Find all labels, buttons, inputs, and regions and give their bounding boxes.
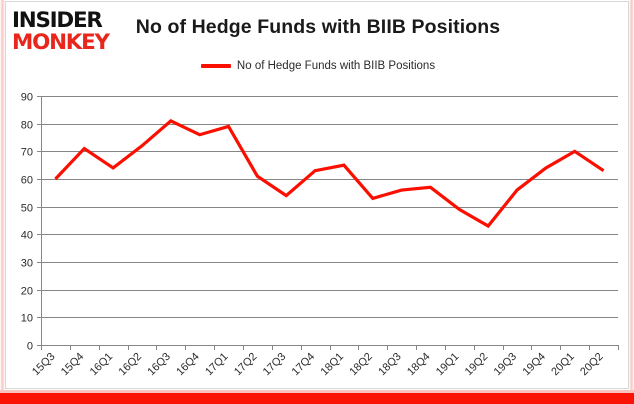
- y-axis-tick-label: 30: [21, 258, 33, 270]
- x-axis-tick-label: 17Q1: [203, 351, 231, 379]
- y-axis-tick-label: 70: [21, 147, 33, 159]
- x-axis-tick-label: 18Q2: [347, 351, 375, 379]
- x-axis-tick-label: 17Q3: [261, 351, 289, 379]
- x-axis-tick-label: 20Q2: [578, 351, 606, 379]
- x-axis-tick-label: 16Q4: [174, 351, 202, 379]
- x-axis-tick-label: 15Q4: [59, 351, 87, 379]
- y-axis-tick-label: 80: [21, 120, 33, 132]
- series-line: [54, 119, 605, 229]
- page-title: No of Hedge Funds with BIIB Positions: [135, 16, 501, 38]
- x-axis-tick-label: 18Q4: [405, 351, 433, 379]
- gridlines-group: [37, 96, 618, 349]
- x-axis-tick-label: 16Q2: [117, 351, 145, 379]
- line-chart-svg: 0 10 20 30 40 50 60 70 80 90 15Q3 15Q4 16Q1 16Q2 16Q3…: [21, 92, 619, 379]
- y-axis-tick-label: 10: [21, 313, 33, 325]
- x-axis-tick-label: 19Q3: [492, 351, 520, 379]
- insider-monkey-logo: INSIDER MONKEY: [12, 10, 122, 53]
- y-axis-tick-label: 40: [21, 230, 33, 242]
- legend-label: No of Hedge Funds with BIIB Positions: [236, 60, 436, 72]
- chart-legend: No of Hedge Funds with BIIB Positions: [6, 60, 630, 72]
- chart-card: INSIDER MONKEY No of Hedge Funds with BI…: [5, 1, 629, 389]
- logo-text-monkey: MONKEY: [12, 30, 110, 54]
- legend-color-swatch: [200, 64, 231, 68]
- x-axis-tick-label: 18Q3: [376, 351, 404, 379]
- y-axis-tick-label: 50: [21, 203, 33, 215]
- frame-left-accent: [0, 0, 5, 404]
- y-axis-tick-label: 20: [21, 286, 33, 298]
- y-axis-tick-label: 90: [21, 92, 33, 104]
- logo-text-insider: INSIDER: [12, 8, 103, 32]
- x-axis-labels-group: 15Q3 15Q4 16Q1 16Q2 16Q3 16Q4 17Q1 17Q2 17Q3 17Q4…: [30, 351, 606, 379]
- x-axis-tickmarks-group: [41, 345, 619, 350]
- series-group: [54, 119, 605, 229]
- x-axis-tick-label: 20Q1: [549, 351, 577, 379]
- x-axis-tick-label: 16Q3: [145, 351, 173, 379]
- plot-area: 0 10 20 30 40 50 60 70 80 90 15Q3 15Q4 16Q1 16Q2 16Q3…: [6, 2, 630, 390]
- x-axis-tick-label: 16Q1: [88, 351, 116, 379]
- frame-bottom-accent: [0, 390, 634, 404]
- y-axis-tick-label: 0: [27, 341, 33, 353]
- x-axis-tick-label: 19Q1: [434, 351, 462, 379]
- x-axis-tick-label: 15Q3: [30, 351, 58, 379]
- x-axis-tick-label: 19Q4: [520, 351, 548, 379]
- y-axis-tick-label: 60: [21, 175, 33, 187]
- frame-right-accent: [629, 0, 634, 404]
- x-axis-tick-label: 18Q1: [319, 351, 347, 379]
- x-axis-tick-label: 17Q2: [232, 351, 260, 379]
- x-axis-tick-label: 19Q2: [463, 351, 491, 379]
- y-axis-labels-group: 0 10 20 30 40 50 60 70 80 90: [21, 92, 33, 353]
- x-axis-tick-label: 17Q4: [290, 351, 318, 379]
